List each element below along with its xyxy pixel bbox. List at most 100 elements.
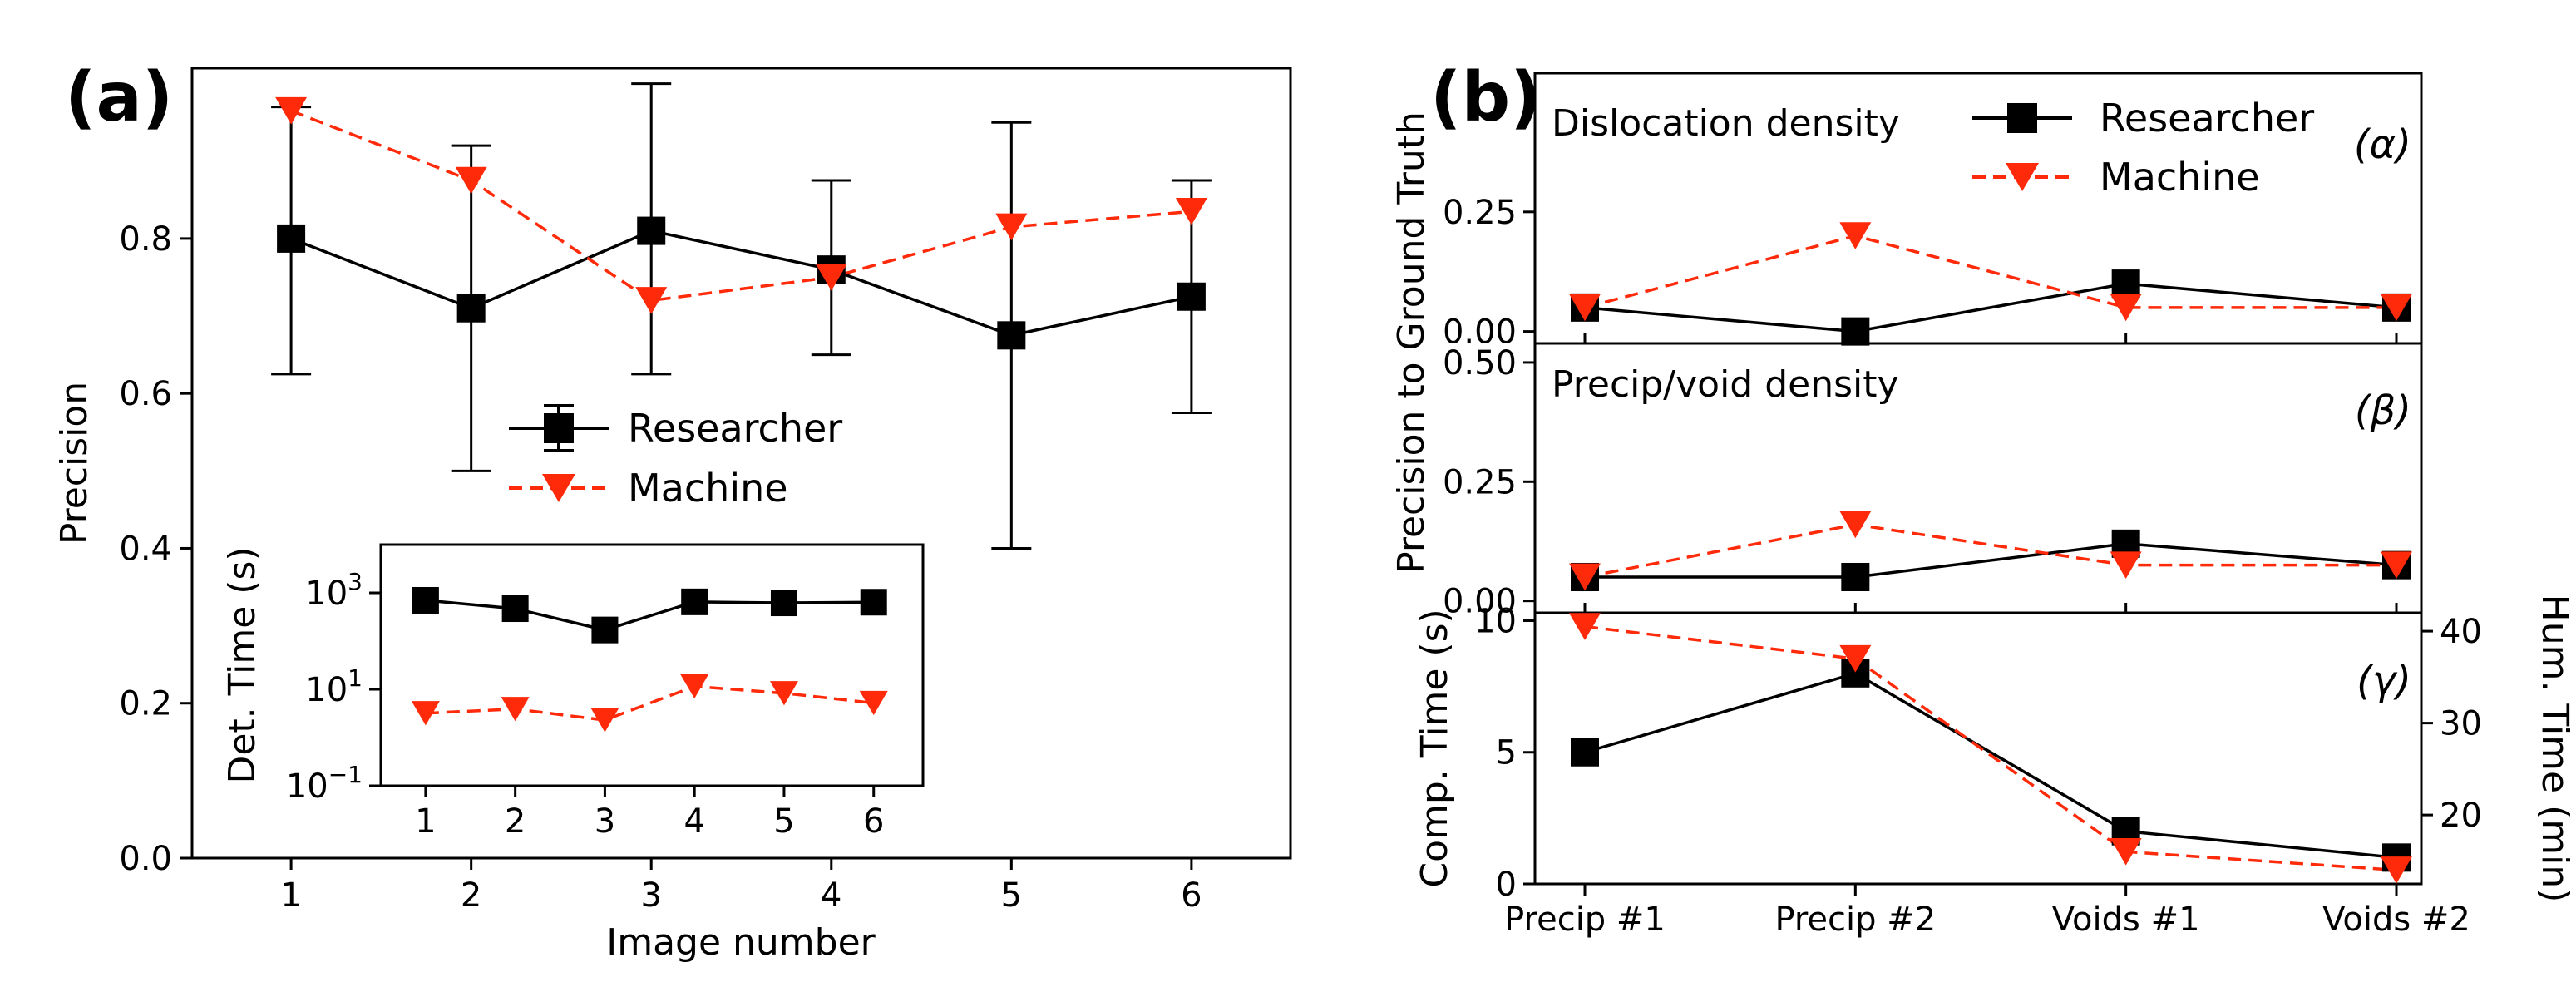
panel-b-gamma-tag: (γ) bbox=[2356, 658, 2411, 704]
panel-b-plots: 0.00 0.25 0.00 0.25 0.50 0 5 10 20 30 40 Precip #1 P… bbox=[1443, 72, 2482, 939]
machine-hum-time-point bbox=[1839, 644, 1872, 673]
researcher-time-point bbox=[681, 588, 708, 615]
researcher-precision-point bbox=[277, 224, 306, 253]
machine-precision-point bbox=[275, 96, 308, 125]
panel-b-alpha-subtitle: Dislocation density bbox=[1552, 102, 1900, 145]
panel-b-beta-ytick-label: 0.50 bbox=[1443, 344, 1517, 382]
panel-a-ylabel: Precision bbox=[53, 382, 96, 545]
panel-b-gamma-ytick-label: 10 bbox=[1474, 602, 1517, 640]
machine-precision-point bbox=[455, 166, 487, 195]
panel-b-beta-subtitle: Precip/void density bbox=[1552, 363, 1899, 406]
researcher-comp-time-line bbox=[1584, 671, 2397, 860]
inset-ytick-label: 101 bbox=[305, 664, 363, 709]
panel-a-ytick-label: 0.4 bbox=[119, 530, 172, 568]
inset-xtick-label: 4 bbox=[683, 802, 704, 841]
panel-b-xtick-label: Precip #2 bbox=[1774, 901, 1936, 939]
panel-b-beta-tag: (β) bbox=[2355, 387, 2411, 434]
researcher-beta-point bbox=[1841, 562, 1870, 591]
panel-b-markers bbox=[1569, 222, 2412, 884]
panel-b-xtick-label: Precip #1 bbox=[1504, 901, 1666, 939]
researcher-time-line bbox=[425, 599, 874, 632]
panel-a-series-lines bbox=[290, 109, 1192, 338]
panel-b-alpha-ytick-label: 0.25 bbox=[1443, 194, 1517, 232]
inset-xtick-label: 1 bbox=[415, 802, 436, 841]
panel-b-gamma-ytick-label: 0 bbox=[1496, 866, 1517, 904]
panel-a-xtick-label: 5 bbox=[1001, 876, 1022, 915]
researcher-beta-line bbox=[1585, 542, 2397, 579]
researcher-time-point bbox=[860, 589, 887, 616]
machine-alpha-line bbox=[1584, 234, 2396, 309]
panel-b-gamma-ytick-label: 5 bbox=[1496, 734, 1517, 772]
inset-xtick-label: 5 bbox=[773, 802, 794, 841]
legend-a-researcher-marker bbox=[544, 413, 574, 443]
inset-xtick-label: 3 bbox=[595, 802, 615, 841]
machine-hum-time-point bbox=[2381, 856, 2412, 884]
inset-ytick-exponent: 3 bbox=[348, 568, 363, 595]
panel-b-alpha-ytick-label: 0.00 bbox=[1443, 313, 1517, 352]
machine-hum-time-point bbox=[1569, 613, 1601, 640]
panel-a-ytick-label: 0.8 bbox=[119, 220, 172, 259]
panel-b-gamma-right-ytick-label: 30 bbox=[2440, 705, 2482, 743]
panel-b-beta-ytick-label: 0.25 bbox=[1443, 463, 1517, 501]
researcher-time-point bbox=[591, 616, 619, 644]
panel-a-xtick-label: 2 bbox=[461, 876, 481, 915]
panel-a-ytick-label: 0.2 bbox=[119, 685, 172, 723]
panel-a-label: (a) bbox=[65, 58, 173, 137]
machine-alpha-point bbox=[2381, 294, 2412, 322]
inset-ytick-exponent: −1 bbox=[328, 761, 363, 788]
researcher-time-point bbox=[412, 586, 439, 614]
inset-ytick-base: 10 bbox=[305, 575, 348, 613]
legend-a-machine-label: Machine bbox=[628, 466, 788, 511]
machine-alpha-point bbox=[1569, 294, 1601, 322]
inset-ytick-base: 10 bbox=[286, 767, 328, 806]
panel-b-xtick-label: Voids #2 bbox=[2322, 901, 2470, 939]
inset-markers bbox=[411, 586, 888, 733]
machine-beta-point bbox=[1569, 563, 1601, 591]
machine-precision-point bbox=[815, 264, 847, 291]
panel-b-label: (b) bbox=[1430, 58, 1542, 137]
panel-a-ytick-label: 0.6 bbox=[119, 375, 172, 413]
machine-alpha-point bbox=[1839, 222, 1872, 249]
legend-a-researcher-label: Researcher bbox=[628, 406, 842, 451]
panel-a-ytick-label: 0.0 bbox=[119, 840, 172, 878]
panel-b-ylabel: Precision to Ground Truth bbox=[1390, 111, 1433, 574]
inset-xtick-label: 2 bbox=[505, 802, 526, 841]
machine-beta-point bbox=[2110, 551, 2142, 579]
panel-a-frame bbox=[190, 67, 1292, 860]
panel-b-gamma-right-ytick-label: 40 bbox=[2440, 613, 2482, 651]
panel-b-gamma-ylabel-left: Comp. Time (s) bbox=[1414, 609, 1456, 887]
researcher-comp-time-point bbox=[1571, 738, 1599, 767]
panel-a-xtick-label: 4 bbox=[821, 876, 841, 915]
researcher-precision-point bbox=[637, 216, 666, 245]
machine-alpha-point bbox=[2110, 294, 2142, 322]
machine-precision-point bbox=[635, 287, 668, 314]
researcher-time-point bbox=[770, 590, 797, 617]
machine-beta-line bbox=[1584, 523, 2396, 579]
researcher-alpha-point bbox=[1841, 317, 1870, 346]
inset-ytick-exponent: 1 bbox=[348, 664, 363, 692]
panel-a-xtick-label: 1 bbox=[280, 876, 301, 915]
machine-precision-point bbox=[1175, 197, 1207, 225]
panel-a-markers bbox=[275, 96, 1207, 350]
inset-series-lines bbox=[425, 599, 874, 722]
panel-b-alpha-tag: (α) bbox=[2354, 121, 2411, 168]
machine-precision-point bbox=[995, 213, 1028, 241]
panel-a-legend: Researcher Machine bbox=[509, 404, 842, 511]
panel-b-series-lines bbox=[1584, 234, 2397, 872]
panel-b-legend: Researcher Machine bbox=[1972, 96, 2314, 200]
panel-b-beta-ytick-label: 0.00 bbox=[1443, 583, 1517, 621]
machine-time-point bbox=[680, 674, 709, 699]
panel-b-frame bbox=[1533, 72, 2423, 886]
inset-xtick-label: 6 bbox=[863, 802, 884, 841]
machine-time-point bbox=[501, 697, 530, 722]
machine-beta-point bbox=[1839, 511, 1872, 539]
panel-b-ticks: 0.00 0.25 0.00 0.25 0.50 0 5 10 20 30 40 Precip #1 P… bbox=[1443, 194, 2482, 939]
machine-time-point bbox=[859, 690, 888, 716]
inset-ytick-base: 10 bbox=[305, 671, 348, 709]
inset-ylabel: Det. Time (s) bbox=[221, 546, 264, 783]
machine-time-point bbox=[769, 681, 798, 706]
machine-beta-point bbox=[2381, 551, 2412, 579]
